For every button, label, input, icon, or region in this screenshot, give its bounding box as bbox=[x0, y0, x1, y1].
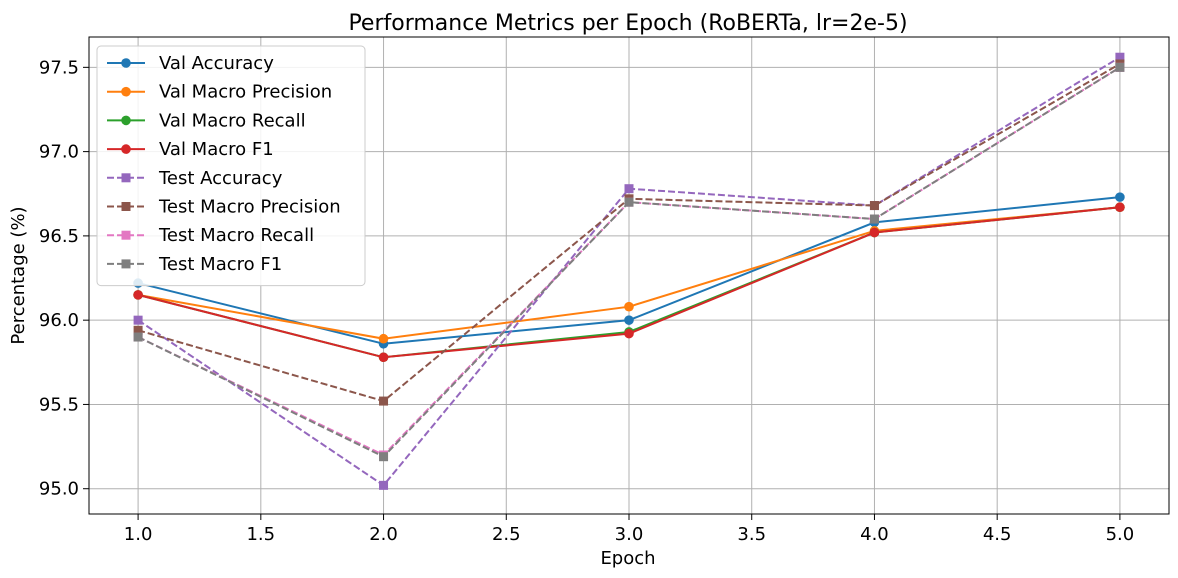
data-point-test-macro-f1 bbox=[869, 214, 879, 224]
data-point-test-accuracy bbox=[133, 315, 143, 325]
x-tick-label: 1.5 bbox=[246, 524, 275, 545]
data-point-val-macro-precision bbox=[624, 301, 634, 312]
data-point-val-accuracy bbox=[624, 315, 634, 325]
x-tick-label: 1.0 bbox=[124, 524, 153, 545]
y-tick-label: 96.5 bbox=[39, 226, 79, 247]
legend-marker bbox=[121, 173, 131, 183]
legend-marker bbox=[121, 259, 131, 269]
x-tick-label: 4.5 bbox=[983, 524, 1012, 545]
legend-label: Test Macro F1 bbox=[158, 254, 282, 275]
legend-label: Val Macro Recall bbox=[159, 110, 306, 131]
legend-marker bbox=[121, 86, 131, 97]
data-point-test-macro-precision bbox=[133, 325, 143, 335]
data-point-test-macro-f1 bbox=[1115, 62, 1125, 72]
legend-marker bbox=[121, 58, 131, 68]
x-tick-label: 3.0 bbox=[615, 524, 644, 545]
legend: Val Accuracy Val Macro Precision Val Macro… bbox=[96, 45, 366, 287]
legend-label: Test Macro Precision bbox=[158, 197, 341, 218]
data-point-val-macro-precision bbox=[378, 333, 389, 344]
legend-item-test-accuracy: Test Accuracy bbox=[107, 168, 283, 189]
legend-item-val-macro-recall: Val Macro Recall bbox=[107, 110, 306, 131]
data-point-test-accuracy bbox=[379, 480, 389, 490]
series-test-macro-f1 bbox=[133, 62, 1125, 462]
y-tick-label: 96.0 bbox=[39, 310, 79, 331]
x-tick-label: 3.5 bbox=[737, 524, 766, 545]
legend-item-test-macro-precision: Test Macro Precision bbox=[107, 197, 341, 218]
x-axis-label: Epoch bbox=[600, 548, 655, 569]
legend-item-test-macro-f1: Test Macro F1 bbox=[107, 254, 282, 275]
legend-item-val-macro-precision: Val Macro Precision bbox=[107, 82, 332, 103]
legend-label: Val Macro F1 bbox=[159, 139, 274, 160]
legend-marker bbox=[121, 202, 131, 211]
legend-box bbox=[96, 45, 366, 287]
x-tick-label: 2.0 bbox=[369, 524, 398, 545]
legend-item-val-accuracy: Val Accuracy bbox=[107, 53, 274, 74]
x-axis-ticks: 1.0 1.5 2.0 2.5 3.0 3.5 4.0 4.5 5.0 bbox=[124, 514, 1134, 545]
data-point-test-macro-f1 bbox=[624, 197, 634, 207]
y-tick-label: 97.5 bbox=[39, 57, 79, 78]
legend-marker bbox=[121, 115, 131, 126]
data-point-test-macro-f1 bbox=[133, 332, 143, 342]
grid bbox=[89, 37, 1169, 514]
legend-label: Test Accuracy bbox=[158, 168, 283, 189]
legend-label: Test Macro Recall bbox=[158, 225, 314, 246]
data-point-val-macro-f1 bbox=[624, 328, 634, 339]
data-point-val-accuracy bbox=[1115, 192, 1125, 202]
data-point-test-macro-f1 bbox=[379, 452, 389, 462]
legend-item-val-macro-f1: Val Macro F1 bbox=[107, 139, 274, 160]
data-point-val-macro-f1 bbox=[378, 352, 389, 363]
x-tick-label: 5.0 bbox=[1106, 524, 1135, 545]
series-val-macro-f1 bbox=[133, 202, 1125, 363]
y-tick-label: 95.5 bbox=[39, 394, 79, 415]
y-tick-label: 95.0 bbox=[39, 479, 79, 500]
chart-title: Performance Metrics per Epoch (RoBERTa, … bbox=[348, 11, 907, 36]
data-point-val-macro-f1 bbox=[1115, 202, 1125, 213]
data-point-test-accuracy bbox=[1115, 52, 1125, 62]
legend-marker bbox=[121, 230, 131, 240]
legend-label: Val Macro Precision bbox=[159, 82, 332, 103]
series-layer bbox=[133, 52, 1125, 490]
y-tick-label: 97.0 bbox=[39, 142, 79, 163]
data-point-test-macro-precision bbox=[379, 396, 389, 406]
data-point-test-accuracy bbox=[624, 184, 634, 194]
y-axis-label: Percentage (%) bbox=[8, 206, 29, 344]
x-tick-label: 4.0 bbox=[860, 524, 889, 545]
legend-item-test-macro-recall: Test Macro Recall bbox=[107, 225, 314, 246]
data-point-val-macro-f1 bbox=[869, 227, 880, 238]
legend-label: Val Accuracy bbox=[159, 53, 274, 74]
y-axis-ticks: 95.0 95.5 96.0 96.5 97.0 97.5 bbox=[39, 57, 89, 500]
legend-marker bbox=[121, 144, 131, 154]
data-point-val-macro-f1 bbox=[133, 290, 143, 300]
x-tick-label: 2.5 bbox=[492, 524, 521, 545]
data-point-test-macro-precision bbox=[869, 201, 879, 211]
